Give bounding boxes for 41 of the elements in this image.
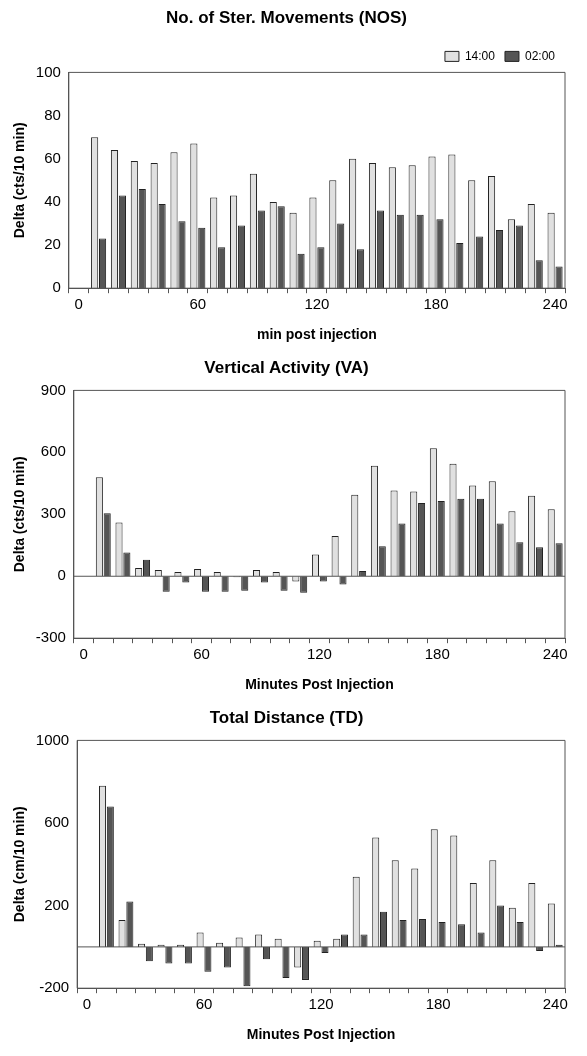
x-tick-label: 240 [542,995,568,1013]
chart-title: Total Distance (TD) [209,707,364,727]
y-tick-label: 600 [40,442,66,460]
x-tick-label: 180 [424,645,450,663]
legend-label: 14:00 [464,48,496,63]
chart-title: No. of Ster. Movements (NOS) [166,7,407,27]
y-axis-title: Delta (cm/10 min) [11,806,28,923]
legend-label: 02:00 [524,48,556,63]
x-tick-label: 120 [308,995,334,1013]
y-tick-label: 60 [44,148,61,166]
y-tick-label: 0 [52,278,61,296]
y-tick-label: 0 [57,566,66,584]
x-tick-label: 120 [306,645,332,663]
x-tick-label: 120 [304,295,330,313]
y-tick-label: 80 [44,105,61,123]
x-axis-title: Minutes Post Injection [246,1026,396,1043]
x-tick-label: 60 [193,645,210,663]
y-tick-label: 200 [44,895,70,913]
chart-title: Vertical Activity (VA) [204,357,369,377]
x-tick-label: 180 [425,995,451,1013]
x-tick-label: 180 [423,295,449,313]
y-tick-label: 1000 [35,730,70,748]
x-tick-label: 0 [82,995,92,1013]
y-tick-label: 900 [40,380,66,398]
x-tick-label: 0 [79,645,88,663]
y-tick-label: -200 [39,978,70,996]
x-tick-label: 60 [189,295,207,313]
x-tick-label: 240 [542,645,568,663]
y-tick-label: -300 [35,628,66,646]
y-tick-label: 600 [44,813,70,831]
y-tick-label: 100 [35,62,61,80]
x-tick-label: 240 [542,295,568,313]
y-tick-label: 300 [40,504,66,522]
x-tick-label: 0 [74,295,83,313]
y-axis-title: Delta (cts/10 min) [11,122,28,239]
x-axis-title: min post injection [257,326,377,343]
y-tick-label: 20 [44,235,61,253]
y-tick-label: 40 [44,192,61,210]
x-axis-title: Minutes Post Injection [245,676,394,693]
y-axis-title: Delta (cts/10 min) [11,456,28,573]
x-tick-label: 60 [195,995,213,1013]
